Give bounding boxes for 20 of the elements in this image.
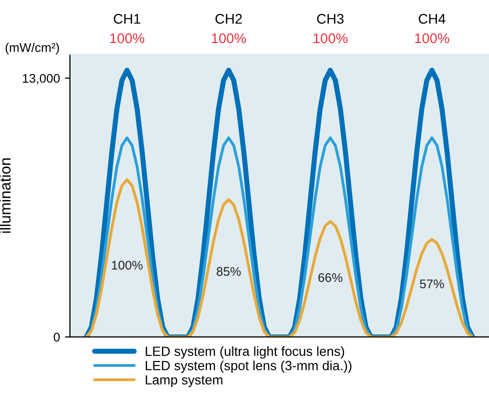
annotation: 66% (318, 273, 342, 282)
text: 100% (314, 33, 348, 44)
text: 100% (212, 33, 246, 44)
chart-subtitle: (mW/cm²) (6, 42, 59, 54)
x-tick-label: CH1 (114, 14, 140, 24)
y-tick-label: 0 (54, 332, 60, 342)
annotation: 100% (112, 260, 143, 270)
text: 100% (415, 33, 450, 44)
legend-label: Lamp system (146, 375, 222, 388)
legend-label: LED system (ultra light focus lens) (146, 346, 344, 359)
y-tick-label: 13,000 (22, 74, 60, 84)
text: 100% (110, 33, 144, 44)
annotation: 57% (420, 280, 444, 288)
legend-label: LED system (spot lens (3-mm dia.)) (146, 360, 352, 373)
line-series (84, 178, 474, 337)
annotation: 85% (216, 267, 241, 276)
line-series (84, 136, 474, 337)
x-tick-label: CH3 (317, 14, 344, 24)
x-tick-label: CH4 (418, 14, 446, 24)
x-tick-label: CH2 (215, 14, 242, 24)
